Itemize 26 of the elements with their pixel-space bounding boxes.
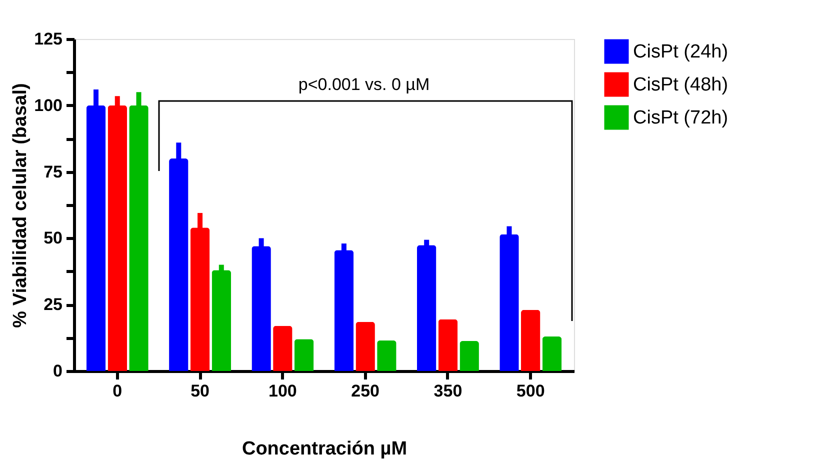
x-tick-label: 50 <box>190 382 210 400</box>
y-tick-label: 25 <box>44 295 62 314</box>
x-tick-label: 500 <box>516 382 545 400</box>
y-tick-label: 50 <box>44 228 62 248</box>
bar <box>377 340 396 371</box>
x-tick-label: 250 <box>351 382 380 400</box>
y-tick-label: 125 <box>34 30 62 48</box>
legend-label: CisPt (48h) <box>633 74 728 96</box>
y-axis-title: % Viabilidad celular (basal) <box>10 83 32 328</box>
legend-label: CisPt (72h) <box>633 108 728 128</box>
x-tick-label: 350 <box>434 382 462 400</box>
y-tick-label: 75 <box>44 162 62 182</box>
bar <box>438 319 458 371</box>
x-tick-label: 0 <box>112 382 122 400</box>
y-tick-label: 100 <box>34 96 62 115</box>
bar <box>460 340 479 371</box>
bar <box>356 322 375 371</box>
bar <box>273 326 292 371</box>
annotation: p<0.001 vs. 0 µM <box>298 75 430 94</box>
bar <box>520 310 540 371</box>
bar <box>294 339 314 371</box>
x-axis-title: Concentración µM <box>242 438 408 460</box>
y-tick-label: 0 <box>53 362 62 380</box>
legend-label: CisPt (24h) <box>633 42 728 62</box>
bar <box>542 336 562 371</box>
x-tick-label: 100 <box>268 382 297 400</box>
